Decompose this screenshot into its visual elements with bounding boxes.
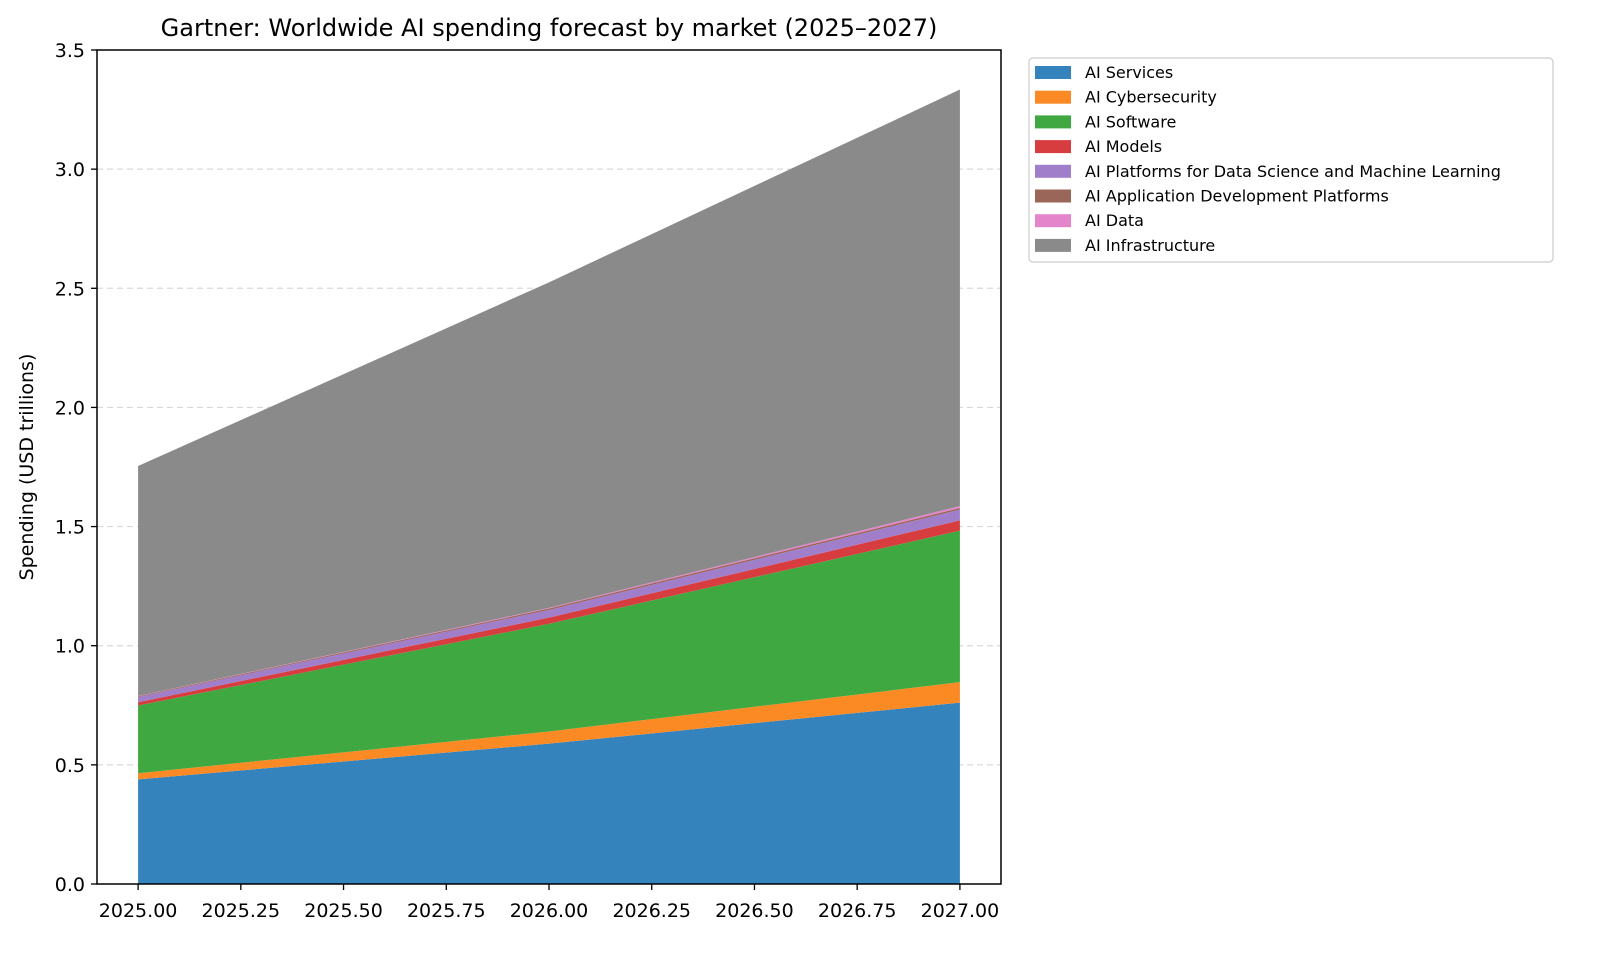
- x-tick-label: 2025.25: [202, 900, 281, 922]
- legend-swatch-ai-cybersecurity: [1035, 90, 1071, 104]
- legend-swatch-ai-services: [1035, 66, 1071, 79]
- area-ai-infrastructure: [138, 89, 960, 696]
- x-tick-label: 2026.75: [818, 900, 897, 922]
- y-tick-label: 1.0: [55, 636, 85, 658]
- y-tick-label: 0.5: [55, 755, 85, 777]
- stacked-areas: [138, 89, 960, 884]
- area-ai-models: [138, 520, 960, 706]
- y-axis-label: Spending (USD trillions): [16, 354, 38, 581]
- legend: AI Services AI Cybersecurity AI Software AI…: [1028, 57, 1554, 263]
- area-ai-software: [138, 530, 960, 774]
- x-tick-label: 2026.00: [510, 900, 589, 922]
- legend-label-ai-data: AI Data: [1085, 211, 1144, 230]
- x-tick-label: 2025.00: [99, 900, 178, 922]
- legend-swatch-ai-software: [1035, 115, 1071, 129]
- area-ai-services: [138, 702, 960, 884]
- area-ai-platforms-for-data-science-and-machine-learning: [138, 509, 960, 703]
- x-tick-label: 2025.75: [407, 900, 486, 922]
- legend-label-ai-models: AI Models: [1085, 137, 1162, 156]
- x-tick-label: 2027.00: [921, 900, 1000, 922]
- chart-title: Gartner: Worldwide AI spending forecast …: [161, 14, 938, 42]
- legend-label-ai-services: AI Services: [1085, 63, 1173, 82]
- area-ai-cybersecurity: [138, 682, 960, 780]
- legend-label-ai-application-development-platforms: AI Application Development Platforms: [1085, 187, 1389, 206]
- legend-swatch-ai-data: [1035, 214, 1071, 228]
- legend-label-ai-infrastructure: AI Infrastructure: [1085, 236, 1215, 255]
- tick-labels: 2025.00 2025.25 2025.50 2025.75 2026.00 2026.…: [55, 40, 999, 922]
- x-tick-label: 2025.50: [304, 900, 383, 922]
- y-tick-label: 2.0: [55, 397, 85, 419]
- legend-swatch-ai-platforms-for-data-science-and-machine-learning: [1035, 164, 1071, 178]
- legend-label-ai-platforms-for-data-science-and-machine-learning: AI Platforms for Data Science and Machin…: [1085, 162, 1501, 181]
- y-tick-label: 1.5: [55, 517, 85, 539]
- legend-frame: [1028, 57, 1554, 263]
- legend-swatch-ai-infrastructure: [1035, 238, 1071, 252]
- legend-label-ai-software: AI Software: [1085, 112, 1176, 131]
- y-tick-label: 3.0: [55, 159, 85, 181]
- y-tick-label: 0.0: [55, 874, 85, 896]
- legend-swatch-ai-models: [1035, 140, 1071, 154]
- legend-swatch-ai-application-development-platforms: [1035, 189, 1071, 203]
- x-tick-label: 2026.50: [715, 900, 794, 922]
- y-tick-label: 2.5: [55, 278, 85, 300]
- x-tick-label: 2026.25: [612, 900, 691, 922]
- y-tick-label: 3.5: [55, 40, 85, 62]
- legend-label-ai-cybersecurity: AI Cybersecurity: [1085, 88, 1217, 107]
